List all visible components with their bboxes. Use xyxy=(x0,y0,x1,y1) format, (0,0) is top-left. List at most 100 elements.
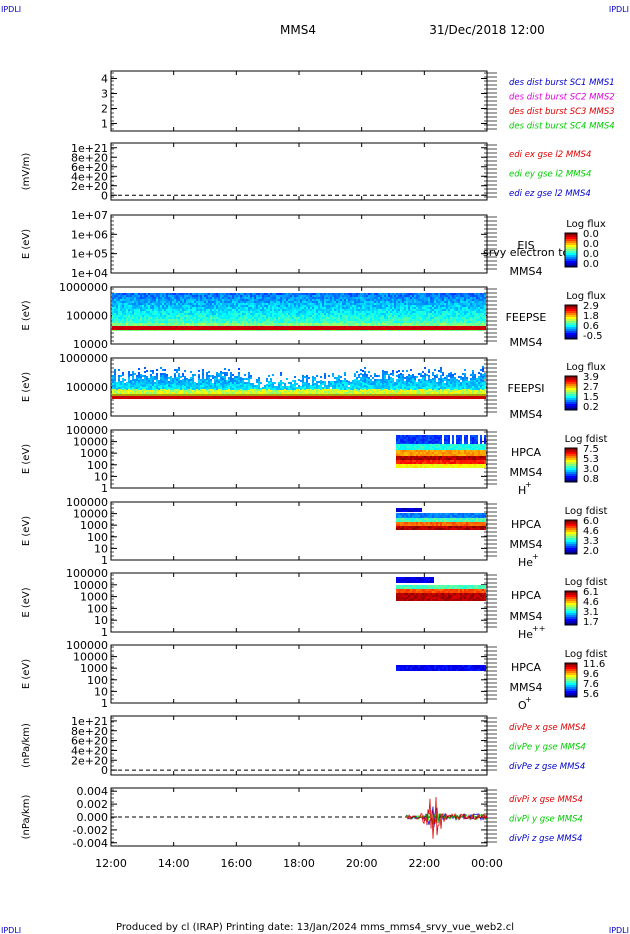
spectro-cell xyxy=(146,307,148,309)
spectro-cell xyxy=(462,293,464,295)
spectro-cell xyxy=(452,317,454,319)
spectro-cell xyxy=(118,385,120,387)
plot-datetime: 31/Dec/2018 12:00 xyxy=(429,23,545,37)
spectro-cell xyxy=(210,391,212,393)
spectro-cell xyxy=(244,307,246,309)
spectro-cell xyxy=(296,305,298,307)
spectro-cell xyxy=(280,319,282,321)
spectro-cell xyxy=(384,309,386,311)
spectro-cell xyxy=(312,303,314,305)
spectro-cell xyxy=(278,315,280,317)
spectro-cell xyxy=(344,309,346,311)
spectro-cell xyxy=(238,380,240,382)
spectro-cell xyxy=(350,382,352,384)
spectro-cell xyxy=(358,305,360,307)
spectro-cell xyxy=(188,389,190,391)
spectro-cell xyxy=(218,295,220,297)
spectro-cell xyxy=(370,323,372,325)
spectro-cell xyxy=(208,377,210,379)
spectro-cell xyxy=(466,297,468,299)
spectro-cell xyxy=(252,387,254,389)
colorbar-segment xyxy=(565,237,577,240)
spectro-cell xyxy=(366,313,368,315)
spectro-cell xyxy=(428,297,430,299)
spectro-cell xyxy=(226,321,228,323)
spectro-cell xyxy=(204,379,206,381)
spectro-cell xyxy=(190,311,192,313)
spectro-cell xyxy=(234,386,236,388)
spectro-cell xyxy=(470,303,472,305)
spectro-cell xyxy=(262,313,264,315)
spectro-cell xyxy=(436,305,438,307)
spectro-cell xyxy=(434,309,436,311)
spectro-cell xyxy=(248,374,250,376)
spectro-cell xyxy=(224,293,226,295)
spectro-cell xyxy=(448,299,450,301)
spectro-cell xyxy=(472,309,474,311)
spectro-cell xyxy=(356,305,358,307)
spectro-cell xyxy=(388,317,390,319)
spectro-cell xyxy=(140,390,142,392)
spectro-cell xyxy=(290,392,292,394)
spectro-cell xyxy=(204,391,206,393)
ytick-label: 1000000 xyxy=(59,281,108,294)
spectro-cell xyxy=(328,313,330,315)
spectro-cell xyxy=(432,303,434,305)
spectro-cell xyxy=(328,309,330,311)
spectro-cell xyxy=(260,321,262,323)
spectro-cell xyxy=(296,389,298,391)
spectro-cell xyxy=(198,319,200,321)
spectro-cell xyxy=(138,315,140,317)
spectro-cell xyxy=(242,392,244,394)
spectro-cell xyxy=(382,299,384,301)
spectro-cell xyxy=(372,299,374,301)
spectro-cell xyxy=(154,293,156,295)
spectro-cell xyxy=(390,313,392,315)
spectro-cell xyxy=(430,309,432,311)
spectro-cell xyxy=(320,313,322,315)
spectro-cell xyxy=(452,313,454,315)
spectro-cell xyxy=(476,299,478,301)
spectro-cell xyxy=(424,303,426,305)
spectro-cell xyxy=(238,321,240,323)
spectro-cell xyxy=(172,386,174,388)
spectro-cell xyxy=(454,295,456,297)
spectro-cell xyxy=(172,295,174,297)
spectro-cell xyxy=(192,293,194,295)
spectro-cell xyxy=(292,392,294,394)
spectro-cell xyxy=(466,293,468,295)
spectro-cell xyxy=(450,299,452,301)
spectro-cell xyxy=(230,293,232,295)
spectro-cell xyxy=(466,313,468,315)
spectro-cell xyxy=(138,374,140,376)
spectro-cell xyxy=(188,379,190,381)
spectro-cell xyxy=(268,391,270,393)
spectro-cell xyxy=(244,317,246,319)
spectro-cell xyxy=(268,313,270,315)
spectro-cell xyxy=(304,307,306,309)
spectro-cell xyxy=(354,301,356,303)
spectro-cell xyxy=(320,305,322,307)
spectro-cell xyxy=(260,392,262,394)
spectro-cell xyxy=(456,319,458,321)
spectro-cell xyxy=(332,301,334,303)
spectro-cell xyxy=(434,305,436,307)
spectro-cell xyxy=(232,317,234,319)
spectro-cell xyxy=(216,309,218,311)
spectro-cell xyxy=(136,321,138,323)
colorbar-segment xyxy=(565,309,577,312)
spectro-cell xyxy=(278,382,280,384)
spectro-cell xyxy=(192,374,194,376)
spectro-cell xyxy=(278,319,280,321)
spectro-cell xyxy=(372,293,374,295)
spectro-cell xyxy=(184,386,186,388)
colorbar-segment xyxy=(565,319,577,322)
spectro-cell xyxy=(484,303,486,305)
spectro-cell xyxy=(344,372,346,374)
spectro-cell xyxy=(122,392,124,394)
spectro-cell xyxy=(146,390,148,392)
spectro-cell xyxy=(166,321,168,323)
spectro-cell xyxy=(148,299,150,301)
spectro-cell xyxy=(146,370,148,372)
